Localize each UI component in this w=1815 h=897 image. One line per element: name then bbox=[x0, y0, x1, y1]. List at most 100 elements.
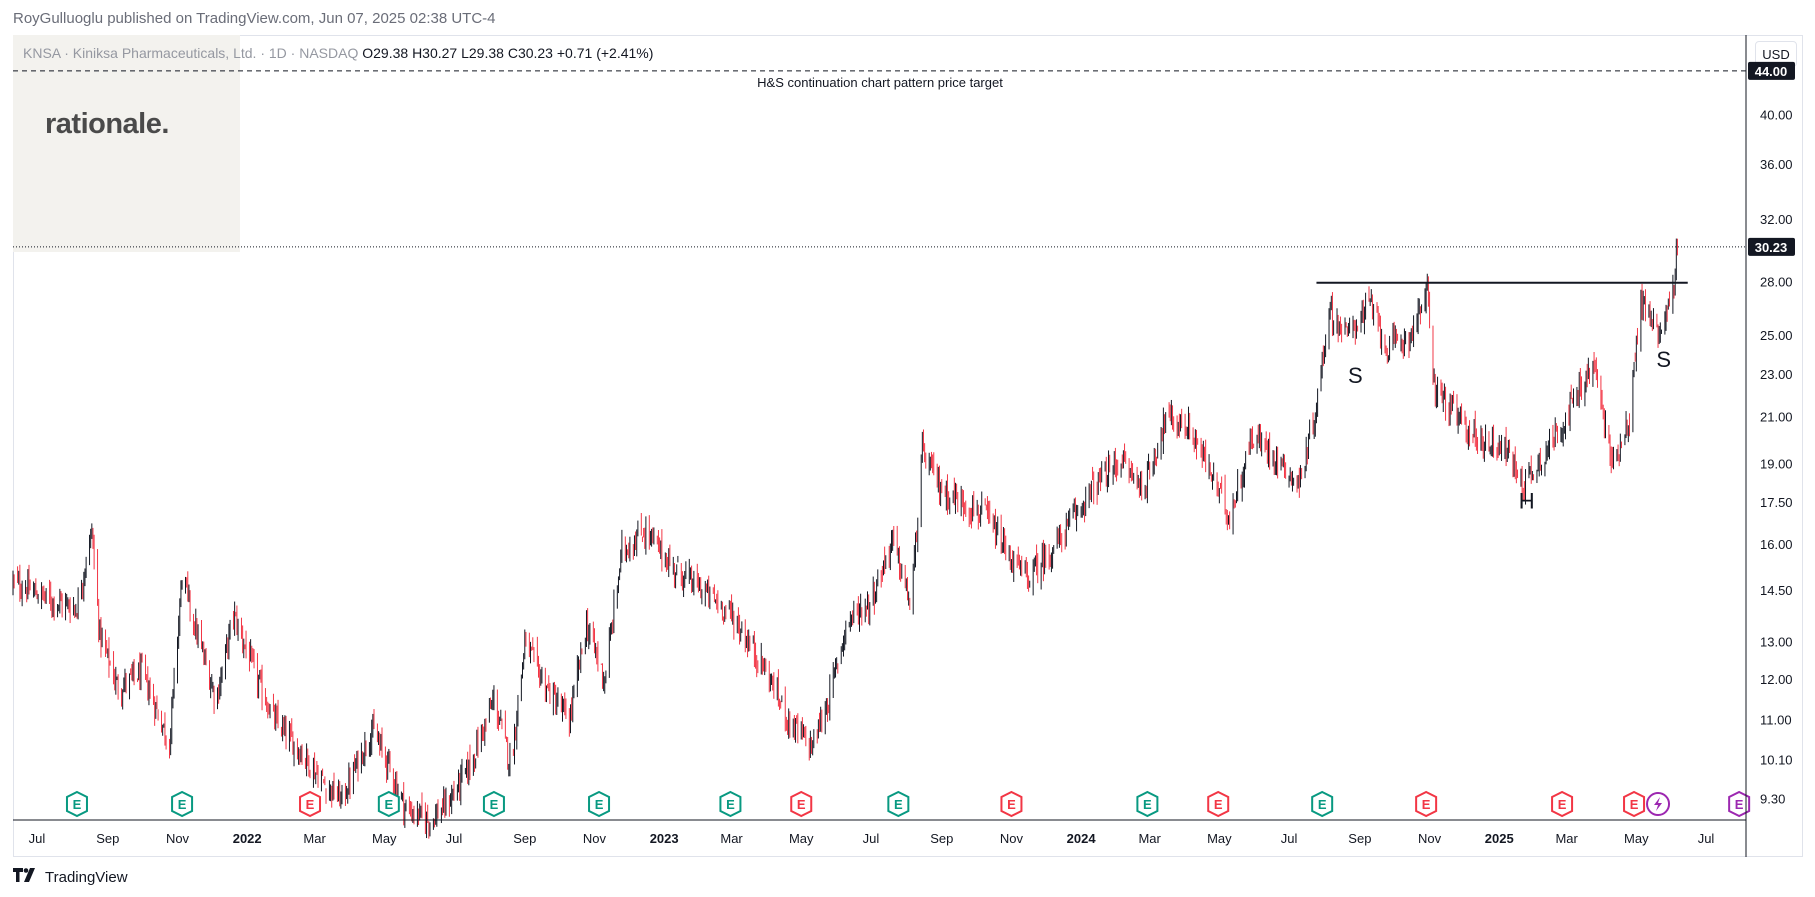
time-tick-label: Sep bbox=[96, 831, 119, 846]
earnings-event-glyph: E bbox=[385, 797, 394, 812]
price-tick-label: 25.00 bbox=[1760, 328, 1793, 343]
pattern-label-s: S bbox=[1348, 363, 1363, 388]
earnings-event-glyph: E bbox=[797, 797, 806, 812]
target-price-badge-text: 44.00 bbox=[1755, 64, 1788, 79]
earnings-event-icon bbox=[790, 790, 813, 818]
time-tick-label: Mar bbox=[303, 831, 326, 846]
price-tick-label: 13.00 bbox=[1760, 634, 1793, 649]
candles bbox=[12, 238, 1678, 839]
time-tick-label: Mar bbox=[1138, 831, 1161, 846]
price-tick-label: 9.30 bbox=[1760, 791, 1785, 806]
price-target-label: H&S continuation chart pattern price tar… bbox=[757, 75, 1003, 90]
time-tick-label: May bbox=[1207, 831, 1232, 846]
time-tick-label: Jul bbox=[863, 831, 880, 846]
legend-high: H30.27 bbox=[412, 45, 458, 61]
earnings-event-icon bbox=[1136, 790, 1159, 818]
time-tick-label: 2023 bbox=[650, 831, 679, 846]
earnings-event-glyph: E bbox=[73, 797, 82, 812]
earnings-event-icon bbox=[377, 790, 400, 818]
time-tick-label: 2022 bbox=[233, 831, 262, 846]
earnings-event-glyph: E bbox=[1558, 797, 1567, 812]
earnings-event-glyph: E bbox=[178, 797, 187, 812]
time-tick-label: Sep bbox=[1348, 831, 1371, 846]
earnings-event-icon bbox=[1551, 790, 1574, 818]
price-tick-label: 28.00 bbox=[1760, 275, 1793, 290]
earnings-event-icon bbox=[1311, 790, 1334, 818]
time-tick-label: Mar bbox=[1555, 831, 1578, 846]
earnings-event-glyph: E bbox=[1214, 797, 1223, 812]
legend-open: O29.38 bbox=[362, 45, 409, 61]
price-tick-label: 17.50 bbox=[1760, 495, 1793, 510]
time-tick-label: 2024 bbox=[1067, 831, 1097, 846]
pattern-label-s: S bbox=[1656, 347, 1671, 372]
legend-low: L29.38 bbox=[461, 45, 504, 61]
earnings-event-glyph: E bbox=[595, 797, 604, 812]
earnings-event-glyph: E bbox=[1143, 797, 1152, 812]
price-tick-label: 36.00 bbox=[1760, 157, 1793, 172]
last-price-badge-text: 30.23 bbox=[1755, 240, 1788, 255]
legend-change: +0.71 (+2.41%) bbox=[556, 45, 654, 61]
time-tick-label: May bbox=[789, 831, 814, 846]
price-axis[interactable]: 9.30 10.10 11.00 12.00 13.00 14.50 16.00 17.50 1… bbox=[1745, 35, 1793, 857]
earnings-event-glyph: E bbox=[490, 797, 499, 812]
earnings-event-icon bbox=[65, 790, 88, 818]
earnings-event-icon bbox=[719, 790, 742, 818]
target-price-badge bbox=[1748, 61, 1795, 80]
last-price-badge bbox=[1748, 237, 1795, 256]
earnings-event-icon bbox=[1207, 790, 1230, 818]
earnings-event-icon bbox=[1728, 790, 1751, 818]
price-tick-label: 16.00 bbox=[1760, 537, 1793, 552]
earnings-event-glyph: E bbox=[726, 797, 735, 812]
earnings-event-glyph: E bbox=[1318, 797, 1327, 812]
earnings-event-glyph: E bbox=[306, 797, 315, 812]
price-tick-label: 23.00 bbox=[1760, 367, 1793, 382]
rationale-logo: rationale. bbox=[45, 108, 169, 140]
price-tick-label: 21.00 bbox=[1760, 410, 1793, 425]
time-tick-label: Nov bbox=[583, 831, 607, 846]
price-tick-label: 11.00 bbox=[1760, 713, 1792, 728]
earnings-event-icon bbox=[299, 790, 322, 818]
earnings-event-glyph: E bbox=[894, 797, 903, 812]
price-tick-label: 40.00 bbox=[1760, 108, 1793, 123]
time-axis[interactable]: Jul Sep Nov 2022 Mar May Jul Sep Nov 2023 Mar May Ju… bbox=[13, 819, 1746, 846]
time-tick-label: Sep bbox=[930, 831, 953, 846]
price-tick-label: 10.10 bbox=[1760, 753, 1793, 768]
chart-frame bbox=[13, 35, 1803, 857]
price-tick-label: 19.00 bbox=[1760, 457, 1793, 472]
time-tick-label: Sep bbox=[513, 831, 536, 846]
earnings-event-glyph: E bbox=[1007, 797, 1016, 812]
lightning-icon bbox=[1654, 797, 1663, 811]
time-tick-label: May bbox=[1624, 831, 1649, 846]
earnings-event-glyph: E bbox=[1735, 797, 1744, 812]
time-tick-label: Nov bbox=[166, 831, 190, 846]
earnings-event-icon bbox=[482, 790, 505, 818]
earnings-event-icon bbox=[887, 790, 910, 818]
time-tick-label: May bbox=[372, 831, 397, 846]
price-tick-label: 14.50 bbox=[1760, 583, 1793, 598]
earnings-event-icon bbox=[1000, 790, 1023, 818]
earnings-event-glyph: E bbox=[1422, 797, 1431, 812]
earnings-event-glyph: E bbox=[1630, 797, 1639, 812]
earnings-event-icon bbox=[171, 790, 194, 818]
earnings-event-icon bbox=[588, 790, 611, 818]
tradingview-wordmark: TradingView bbox=[45, 868, 128, 886]
drawing-overlays: 30.23 S H S bbox=[13, 237, 1795, 513]
legend-close: C30.23 bbox=[507, 45, 553, 61]
time-tick-label: 2025 bbox=[1485, 831, 1514, 846]
legend-symbol[interactable]: KNSA · Kiniksa Pharmaceuticals, Ltd. · 1… bbox=[23, 45, 359, 61]
time-tick-label: Nov bbox=[1418, 831, 1442, 846]
price-tick-label: 32.00 bbox=[1760, 212, 1793, 227]
price-tick-label: 12.00 bbox=[1760, 672, 1793, 687]
earnings-event-icon bbox=[1623, 790, 1646, 818]
time-tick-label: Jul bbox=[1698, 831, 1715, 846]
time-tick-label: Jul bbox=[29, 831, 46, 846]
tradingview-logo-icon bbox=[13, 868, 39, 886]
tradingview-brand[interactable]: TradingView bbox=[13, 868, 128, 886]
time-tick-label: Jul bbox=[1281, 831, 1298, 846]
symbol-legend[interactable]: KNSA · Kiniksa Pharmaceuticals, Ltd. · 1… bbox=[23, 45, 653, 61]
earnings-event-icon bbox=[1415, 790, 1438, 818]
target-line-group: H&S continuation chart pattern price tar… bbox=[13, 61, 1795, 90]
pattern-label-h: H bbox=[1519, 488, 1535, 513]
